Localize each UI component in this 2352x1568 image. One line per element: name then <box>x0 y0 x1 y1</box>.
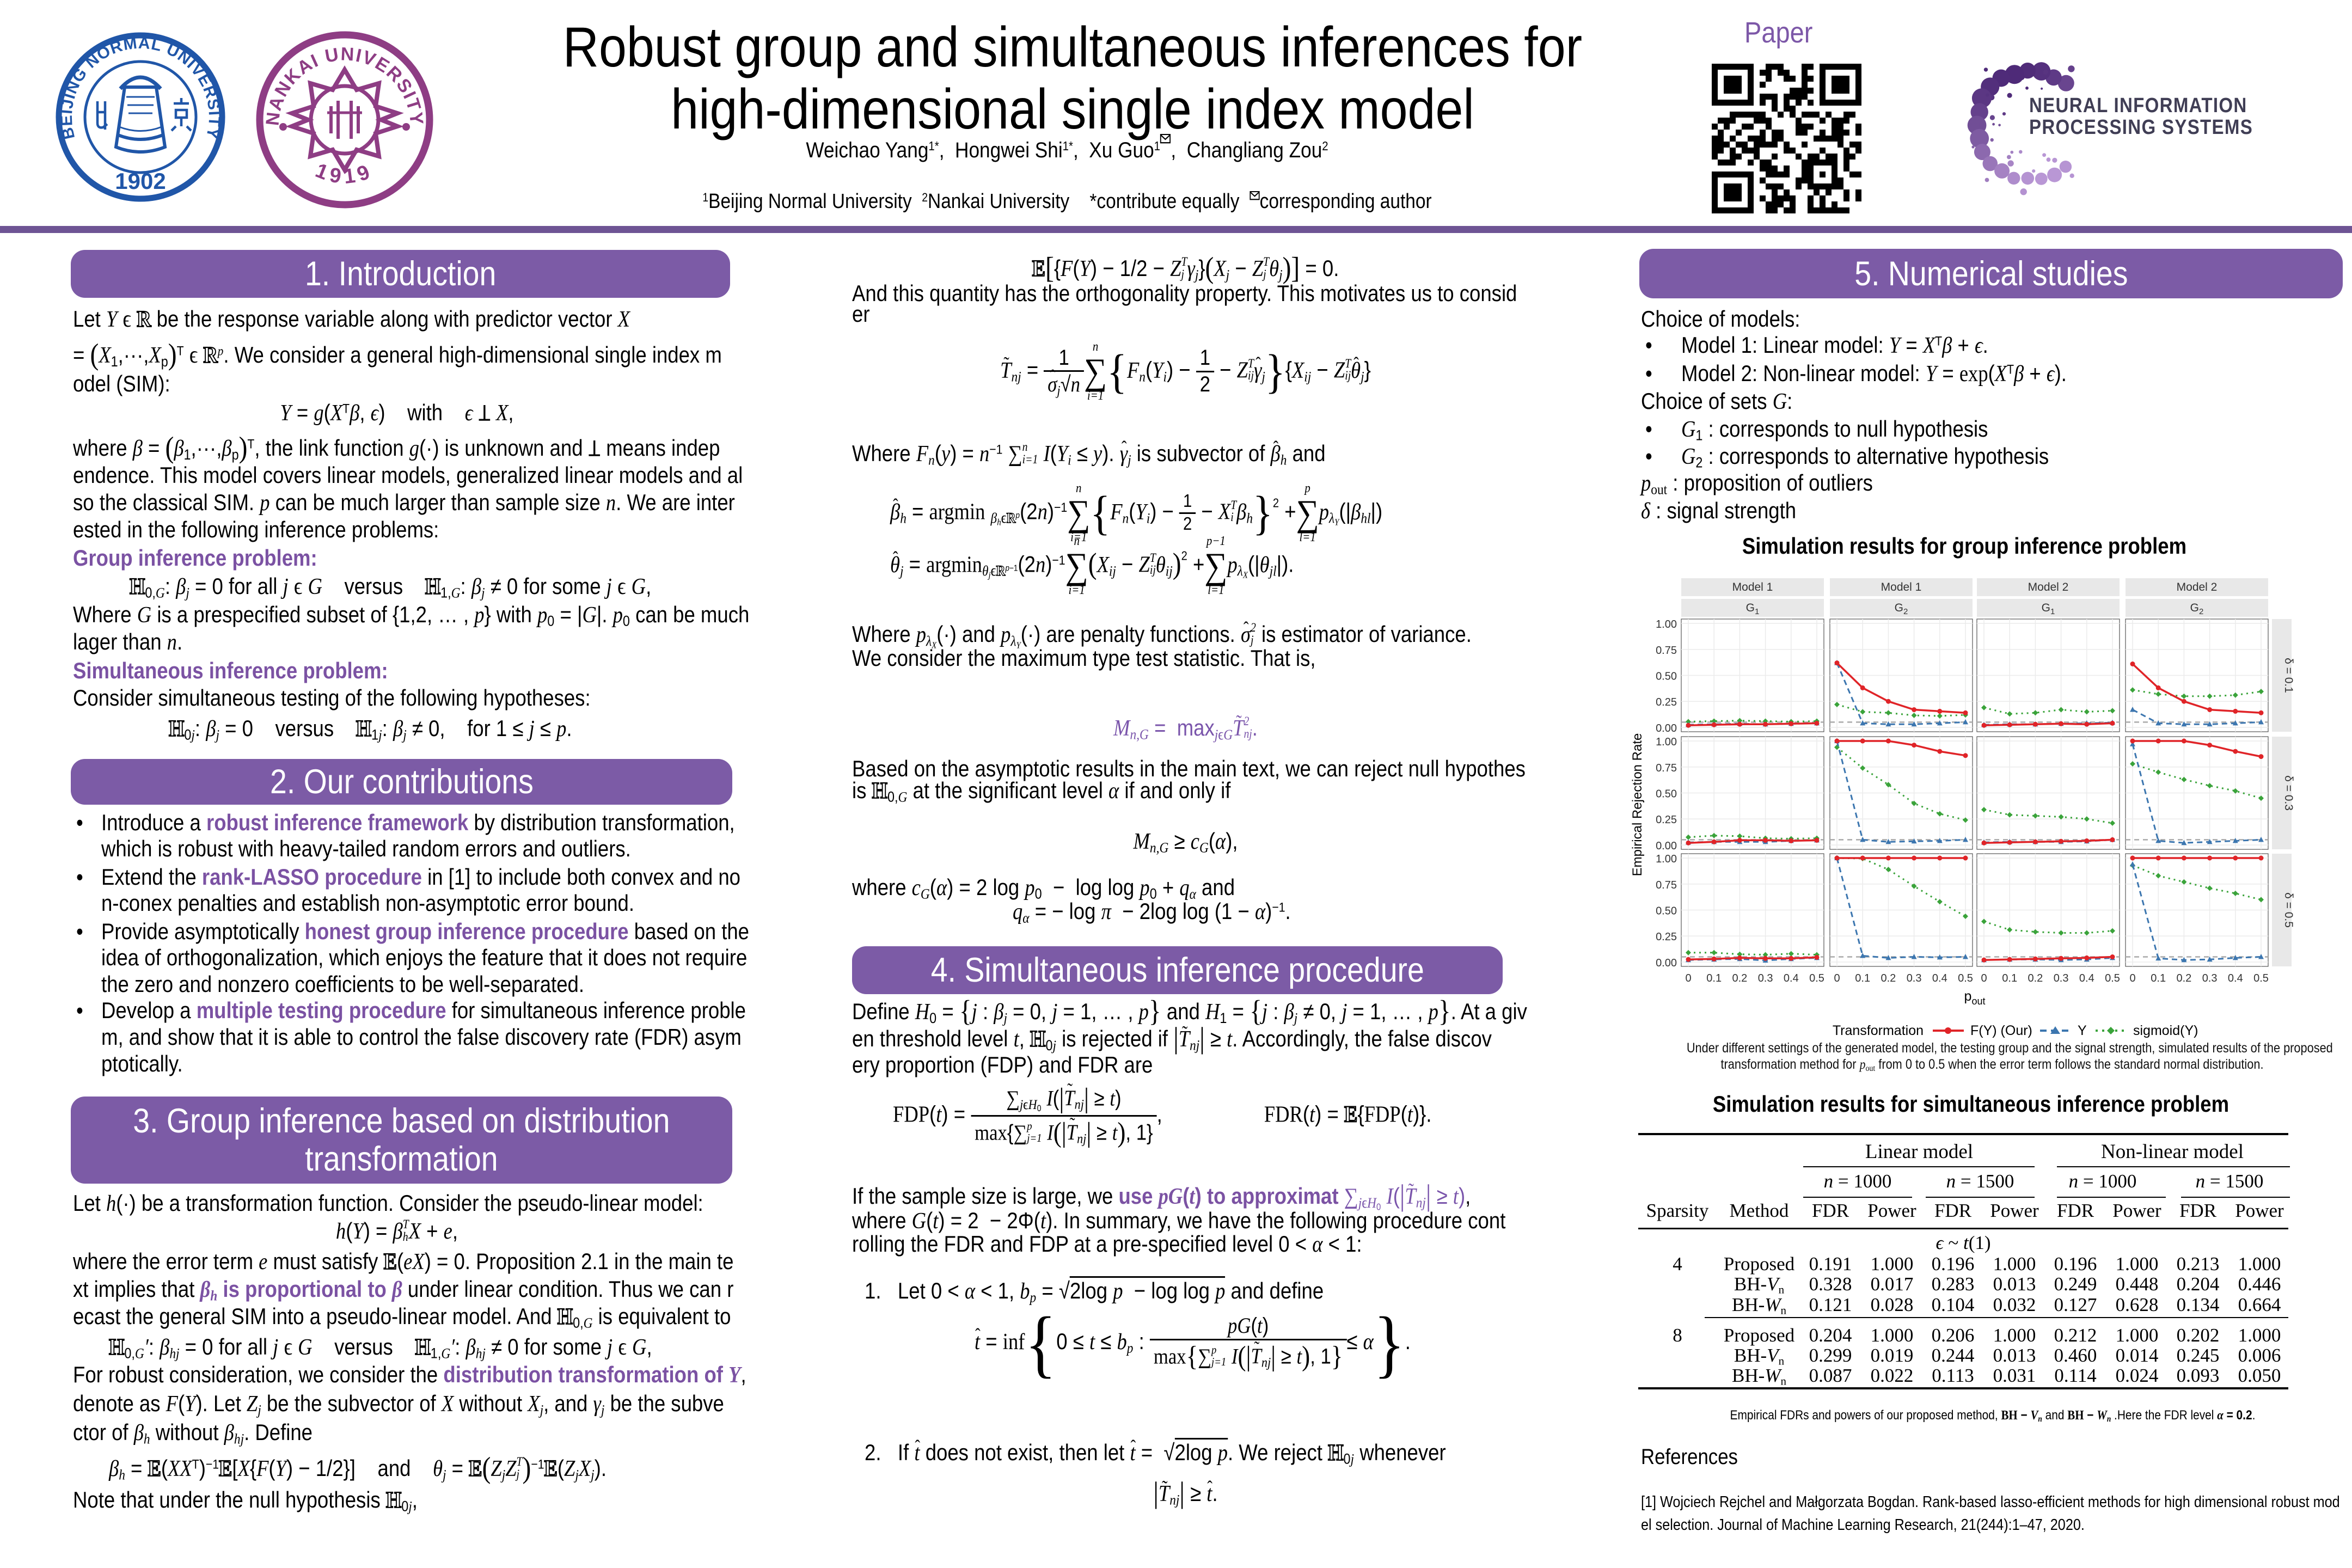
svg-text:0.2: 0.2 <box>1732 972 1747 984</box>
svg-text:0: 0 <box>2129 972 2135 984</box>
svg-text:δ = 0.1: δ = 0.1 <box>2282 658 2295 693</box>
svg-text:Model 2: Model 2 <box>2028 581 2069 593</box>
svg-text:Transformation: Transformation <box>1833 1023 1924 1038</box>
svg-text:0.1: 0.1 <box>2002 972 2017 984</box>
svg-text:0.25: 0.25 <box>1656 696 1677 708</box>
svg-text:Y: Y <box>2078 1023 2087 1038</box>
svg-text:F(Y) (Our): F(Y) (Our) <box>1970 1023 2032 1038</box>
svg-text:δ = 0.3: δ = 0.3 <box>2282 775 2295 811</box>
svg-text:0.5: 0.5 <box>2253 972 2269 984</box>
svg-text:0: 0 <box>1981 972 1987 984</box>
svg-text:0.00: 0.00 <box>1656 957 1677 969</box>
svg-text:1.00: 1.00 <box>1656 736 1677 748</box>
svg-text:0.1: 0.1 <box>1855 972 1870 984</box>
svg-text:1.00: 1.00 <box>1656 853 1677 865</box>
svg-text:Empirical Rejection Rate: Empirical Rejection Rate <box>1630 733 1645 877</box>
svg-text:1902: 1902 <box>115 168 166 194</box>
svg-text:0.4: 0.4 <box>2079 972 2094 984</box>
svg-text:0.2: 0.2 <box>2028 972 2043 984</box>
svg-text:0.2: 0.2 <box>1881 972 1896 984</box>
svg-text:0.00: 0.00 <box>1656 722 1677 734</box>
svg-text:0.3: 0.3 <box>1758 972 1773 984</box>
svg-text:0.5: 0.5 <box>1958 972 1973 984</box>
svg-text:0.3: 0.3 <box>2054 972 2069 984</box>
svg-text:δ = 0.5: δ = 0.5 <box>2282 892 2295 928</box>
svg-text:0: 0 <box>1834 972 1840 984</box>
svg-text:0.5: 0.5 <box>1809 972 1824 984</box>
svg-text:sigmoid(Y): sigmoid(Y) <box>2133 1023 2198 1038</box>
svg-text:0.50: 0.50 <box>1656 905 1677 917</box>
svg-text:Model 1: Model 1 <box>1732 581 1773 593</box>
svg-text:pout: pout <box>1964 989 1986 1007</box>
svg-text:0.75: 0.75 <box>1656 762 1677 774</box>
svg-text:0.1: 0.1 <box>2151 972 2166 984</box>
svg-text:0.1: 0.1 <box>1706 972 1722 984</box>
svg-text:Model 1: Model 1 <box>1881 581 1922 593</box>
svg-text:0.4: 0.4 <box>2228 972 2243 984</box>
svg-text:0: 0 <box>1685 972 1691 984</box>
svg-text:0.75: 0.75 <box>1656 879 1677 891</box>
svg-text:0.5: 0.5 <box>2105 972 2120 984</box>
svg-text:0.3: 0.3 <box>1907 972 1922 984</box>
svg-text:0.50: 0.50 <box>1656 671 1677 683</box>
svg-text:0.25: 0.25 <box>1656 814 1677 826</box>
svg-text:0.4: 0.4 <box>1784 972 1799 984</box>
svg-text:0.00: 0.00 <box>1656 840 1677 852</box>
svg-text:0.75: 0.75 <box>1656 645 1677 657</box>
svg-text:Model 2: Model 2 <box>2177 581 2218 593</box>
svg-text:0.3: 0.3 <box>2202 972 2218 984</box>
svg-text:0.2: 0.2 <box>2176 972 2191 984</box>
svg-text:0.25: 0.25 <box>1656 931 1677 943</box>
svg-text:1.00: 1.00 <box>1656 618 1677 630</box>
svg-text:0.50: 0.50 <box>1656 788 1677 800</box>
svg-text:0.4: 0.4 <box>1932 972 1947 984</box>
